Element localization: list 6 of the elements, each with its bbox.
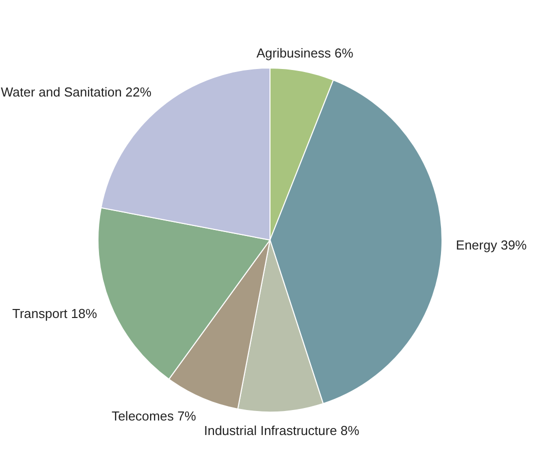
slice-label: Agribusiness 6% [256,45,354,60]
slice-label: Transport 18% [12,306,98,322]
slice-label: Industrial Infrastructure 8% [204,423,360,438]
slice-label: Telecomes 7% [112,408,197,424]
slice-label: Water and Sanitation 22% [0,84,152,100]
slice-label: Energy 39% [456,237,528,252]
